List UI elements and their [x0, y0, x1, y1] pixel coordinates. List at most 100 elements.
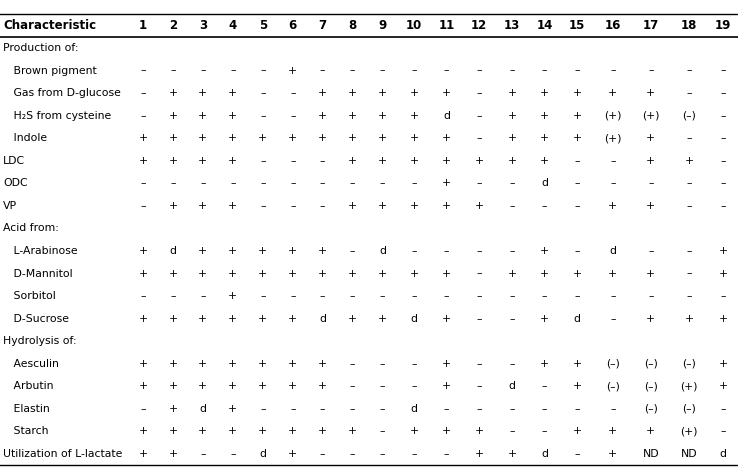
Text: +: + — [168, 426, 177, 437]
Text: +: + — [442, 359, 451, 369]
Text: +: + — [168, 110, 177, 121]
Text: 2: 2 — [169, 19, 177, 32]
Text: +: + — [228, 359, 238, 369]
Text: +: + — [139, 381, 148, 392]
Text: +: + — [318, 381, 327, 392]
Text: –: – — [140, 291, 145, 301]
Text: +: + — [348, 156, 357, 166]
Text: +: + — [410, 133, 418, 143]
Text: d: d — [541, 178, 548, 188]
Text: –: – — [230, 178, 235, 188]
Text: –: – — [610, 65, 615, 76]
Text: –: – — [350, 246, 356, 256]
Text: +: + — [508, 88, 517, 98]
Text: 11: 11 — [438, 19, 455, 32]
Text: +: + — [646, 268, 655, 279]
Text: –: – — [648, 178, 654, 188]
Text: –: – — [350, 381, 356, 392]
Text: +: + — [139, 359, 148, 369]
Text: –: – — [610, 291, 615, 301]
Text: +: + — [719, 246, 728, 256]
Text: –: – — [140, 65, 145, 76]
Text: LDC: LDC — [3, 156, 25, 166]
Text: L-Arabinose: L-Arabinose — [3, 246, 77, 256]
Text: +: + — [168, 201, 177, 211]
Text: (–): (–) — [682, 404, 696, 414]
Text: –: – — [575, 291, 580, 301]
Text: –: – — [477, 65, 482, 76]
Text: –: – — [320, 449, 325, 459]
Text: +: + — [348, 426, 357, 437]
Text: +: + — [318, 246, 327, 256]
Text: –: – — [720, 110, 725, 121]
Text: –: – — [380, 381, 385, 392]
Text: +: + — [348, 110, 357, 121]
Text: –: – — [411, 359, 417, 369]
Text: 19: 19 — [715, 19, 731, 32]
Text: (–): (–) — [606, 381, 620, 392]
Text: –: – — [509, 359, 514, 369]
Text: –: – — [477, 88, 482, 98]
Text: +: + — [228, 268, 238, 279]
Text: Brown pigment: Brown pigment — [3, 65, 97, 76]
Text: –: – — [542, 291, 548, 301]
Text: 12: 12 — [471, 19, 487, 32]
Text: +: + — [348, 133, 357, 143]
Text: –: – — [350, 359, 356, 369]
Text: +: + — [168, 88, 177, 98]
Text: +: + — [139, 449, 148, 459]
Text: +: + — [540, 246, 549, 256]
Text: +: + — [199, 313, 207, 324]
Text: –: – — [575, 178, 580, 188]
Text: ND: ND — [680, 449, 697, 459]
Text: –: – — [411, 246, 417, 256]
Text: –: – — [575, 201, 580, 211]
Text: +: + — [199, 359, 207, 369]
Text: (+): (+) — [680, 426, 697, 437]
Text: +: + — [378, 133, 387, 143]
Text: –: – — [575, 404, 580, 414]
Text: –: – — [320, 404, 325, 414]
Text: 15: 15 — [569, 19, 585, 32]
Text: 4: 4 — [229, 19, 237, 32]
Text: +: + — [573, 133, 582, 143]
Text: –: – — [140, 201, 145, 211]
Text: –: – — [260, 88, 266, 98]
Text: +: + — [199, 110, 207, 121]
Text: +: + — [508, 449, 517, 459]
Text: +: + — [139, 313, 148, 324]
Text: –: – — [140, 404, 145, 414]
Text: +: + — [139, 133, 148, 143]
Text: d: d — [610, 246, 616, 256]
Text: –: – — [444, 291, 449, 301]
Text: 3: 3 — [199, 19, 207, 32]
Text: –: – — [170, 291, 176, 301]
Text: +: + — [410, 156, 418, 166]
Text: d: d — [443, 110, 450, 121]
Text: d: d — [170, 246, 176, 256]
Text: +: + — [228, 313, 238, 324]
Text: +: + — [719, 268, 728, 279]
Text: 1: 1 — [139, 19, 147, 32]
Text: D-Sucrose: D-Sucrose — [3, 313, 69, 324]
Text: +: + — [318, 110, 327, 121]
Text: +: + — [442, 268, 451, 279]
Text: –: – — [140, 88, 145, 98]
Text: +: + — [168, 313, 177, 324]
Text: –: – — [260, 65, 266, 76]
Text: +: + — [573, 110, 582, 121]
Text: –: – — [140, 178, 145, 188]
Text: +: + — [258, 268, 267, 279]
Text: –: – — [686, 201, 692, 211]
Text: 13: 13 — [504, 19, 520, 32]
Text: –: – — [720, 88, 725, 98]
Text: –: – — [350, 291, 356, 301]
Text: –: – — [575, 449, 580, 459]
Text: +: + — [378, 268, 387, 279]
Text: –: – — [260, 404, 266, 414]
Text: –: – — [610, 404, 615, 414]
Text: +: + — [168, 404, 177, 414]
Text: d: d — [720, 449, 726, 459]
Text: –: – — [477, 133, 482, 143]
Text: –: – — [411, 449, 417, 459]
